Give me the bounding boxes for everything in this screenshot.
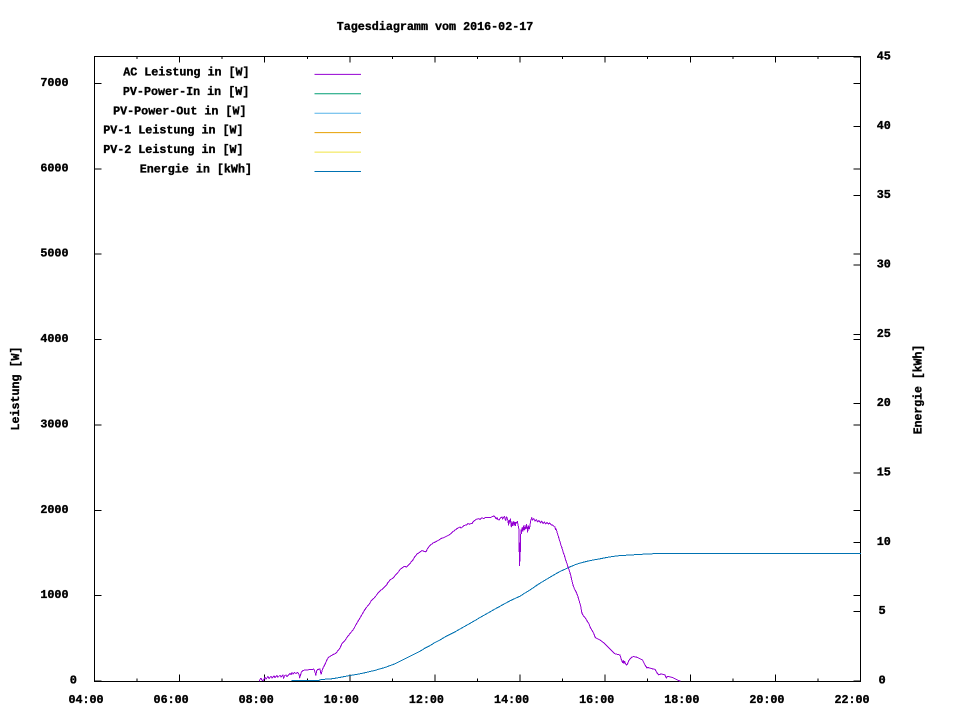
svg-text:Energie [kWh]: Energie [kWh]: [911, 345, 925, 435]
svg-text:PV-Power-Out in [W]: PV-Power-Out in [W]: [113, 104, 246, 118]
svg-text:1000: 1000: [40, 588, 68, 602]
svg-text:10:00: 10:00: [324, 693, 359, 707]
svg-text:10: 10: [877, 535, 891, 549]
svg-text:16:00: 16:00: [579, 693, 614, 707]
svg-text:18:00: 18:00: [664, 693, 699, 707]
svg-text:40: 40: [877, 119, 891, 133]
svg-text:AC Leistung in [W]: AC Leistung in [W]: [123, 66, 249, 80]
svg-text:06:00: 06:00: [154, 693, 189, 707]
svg-text:20: 20: [877, 396, 891, 410]
svg-text:2000: 2000: [40, 503, 68, 517]
svg-text:30: 30: [877, 258, 891, 272]
svg-text:22:00: 22:00: [834, 693, 869, 707]
svg-text:PV-2 Leistung in [W]: PV-2 Leistung in [W]: [103, 143, 243, 157]
svg-text:5: 5: [879, 604, 886, 618]
svg-text:4000: 4000: [40, 332, 68, 346]
svg-text:0: 0: [879, 674, 886, 688]
svg-text:3000: 3000: [40, 417, 68, 431]
svg-text:08:00: 08:00: [239, 693, 274, 707]
svg-text:04:00: 04:00: [68, 693, 103, 707]
svg-text:5000: 5000: [40, 247, 68, 261]
svg-text:14:00: 14:00: [494, 693, 529, 707]
svg-text:0: 0: [70, 674, 77, 688]
svg-text:7000: 7000: [40, 76, 68, 90]
svg-text:45: 45: [877, 50, 891, 64]
svg-text:Energie in [kWh]: Energie in [kWh]: [140, 163, 252, 177]
svg-text:6000: 6000: [40, 161, 68, 175]
svg-text:25: 25: [877, 327, 891, 341]
svg-text:20:00: 20:00: [749, 693, 784, 707]
svg-text:35: 35: [877, 188, 891, 202]
svg-text:PV-1 Leistung in [W]: PV-1 Leistung in [W]: [103, 124, 243, 138]
svg-text:Leistung [W]: Leistung [W]: [9, 347, 23, 431]
svg-text:PV-Power-In in [W]: PV-Power-In in [W]: [123, 85, 249, 99]
svg-text:15: 15: [877, 466, 891, 480]
svg-text:12:00: 12:00: [409, 693, 444, 707]
svg-text:Tagesdiagramm vom 2016-02-17: Tagesdiagramm vom 2016-02-17: [337, 20, 534, 34]
